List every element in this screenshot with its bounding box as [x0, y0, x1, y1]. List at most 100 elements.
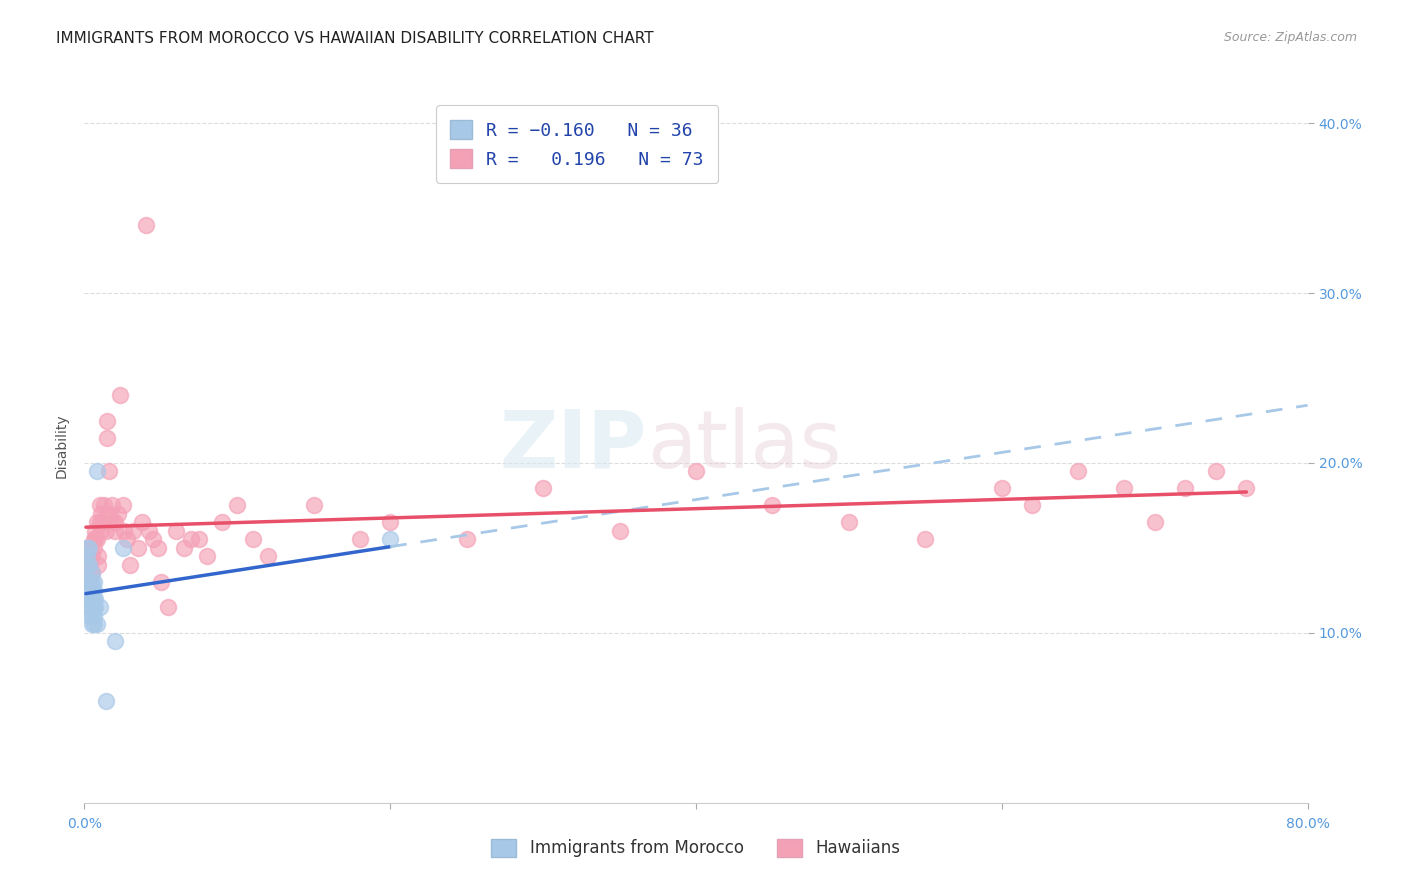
Point — [77, 574, 100, 589]
Point — [94, 694, 117, 708]
Point — [79, 574, 101, 589]
Point — [103, 516, 125, 530]
Point — [685, 465, 707, 479]
Point — [80, 549, 103, 564]
Point — [991, 482, 1014, 496]
Point — [101, 499, 124, 513]
Point — [83, 541, 105, 555]
Point — [83, 591, 105, 606]
Point — [180, 533, 202, 547]
Point — [115, 533, 138, 547]
Point — [104, 516, 127, 530]
Point — [1236, 482, 1258, 496]
Point — [138, 524, 160, 538]
Point — [79, 600, 101, 615]
Point — [1021, 499, 1043, 513]
Point — [157, 600, 180, 615]
Point — [122, 524, 145, 538]
Point — [146, 541, 169, 555]
Point — [79, 608, 101, 623]
Point — [112, 524, 135, 538]
Point — [104, 634, 127, 648]
Point — [1067, 465, 1090, 479]
Point — [96, 430, 118, 444]
Point — [914, 533, 936, 547]
Point — [79, 591, 101, 606]
Point — [93, 499, 115, 513]
Point — [83, 608, 105, 623]
Point — [80, 566, 103, 581]
Point — [77, 591, 100, 606]
Point — [120, 558, 142, 572]
Point — [87, 558, 110, 572]
Point — [75, 574, 97, 589]
Point — [211, 516, 233, 530]
Point — [83, 574, 105, 589]
Point — [108, 388, 131, 402]
Point — [79, 583, 101, 598]
Point — [77, 583, 100, 598]
Point — [111, 499, 134, 513]
Point — [77, 549, 100, 564]
Point — [80, 600, 103, 615]
Point — [89, 600, 111, 615]
Point — [75, 541, 97, 555]
Point — [80, 583, 103, 598]
Point — [94, 524, 117, 538]
Point — [257, 549, 280, 564]
Text: IMMIGRANTS FROM MOROCCO VS HAWAIIAN DISABILITY CORRELATION CHART: IMMIGRANTS FROM MOROCCO VS HAWAIIAN DISA… — [56, 31, 654, 46]
Point — [76, 558, 98, 572]
Point — [111, 541, 134, 555]
Point — [83, 617, 105, 632]
Point — [349, 533, 371, 547]
Point — [531, 482, 554, 496]
Point — [131, 516, 153, 530]
Point — [242, 533, 264, 547]
Point — [79, 574, 101, 589]
Point — [87, 549, 110, 564]
Point — [142, 533, 165, 547]
Point — [226, 499, 249, 513]
Point — [86, 465, 108, 479]
Point — [1114, 482, 1136, 496]
Text: ZIP: ZIP — [499, 407, 647, 485]
Point — [609, 524, 631, 538]
Point — [104, 524, 127, 538]
Point — [86, 516, 108, 530]
Point — [80, 591, 103, 606]
Point — [83, 583, 105, 598]
Legend: Immigrants from Morocco, Hawaiians: Immigrants from Morocco, Hawaiians — [484, 830, 908, 866]
Point — [96, 413, 118, 427]
Point — [76, 558, 98, 572]
Point — [1205, 465, 1227, 479]
Point — [838, 516, 860, 530]
Point — [80, 574, 103, 589]
Point — [84, 533, 107, 547]
Point — [80, 617, 103, 632]
Point — [1143, 516, 1166, 530]
Point — [77, 541, 100, 555]
Point — [149, 574, 172, 589]
Point — [76, 549, 98, 564]
Point — [84, 591, 107, 606]
Point — [90, 524, 112, 538]
Point — [84, 600, 107, 615]
Point — [77, 541, 100, 555]
Point — [83, 600, 105, 615]
Y-axis label: Disability: Disability — [55, 414, 69, 478]
Point — [84, 524, 107, 538]
Point — [90, 507, 112, 521]
Point — [97, 465, 120, 479]
Point — [91, 516, 114, 530]
Point — [135, 218, 157, 232]
Point — [173, 541, 195, 555]
Point — [195, 549, 218, 564]
Point — [380, 533, 402, 547]
Point — [89, 516, 111, 530]
Point — [89, 499, 111, 513]
Point — [165, 524, 187, 538]
Point — [1174, 482, 1197, 496]
Point — [79, 558, 101, 572]
Point — [80, 608, 103, 623]
Point — [77, 558, 100, 572]
